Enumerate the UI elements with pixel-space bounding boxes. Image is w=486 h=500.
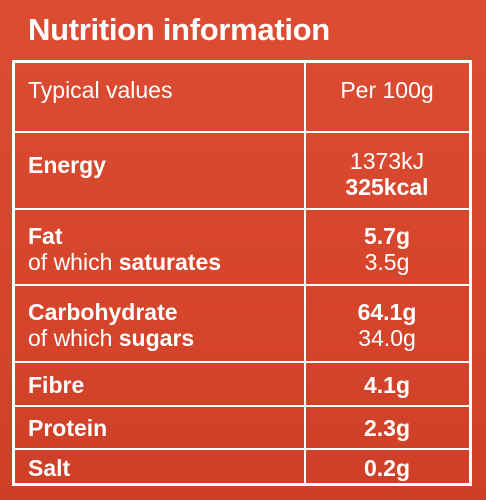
header-column: Per 100g <box>340 77 434 103</box>
header-row: Typical values Per 100g <box>15 63 469 133</box>
sub-name: saturates <box>118 249 222 275</box>
row-name: Salt <box>28 455 71 481</box>
row-name: Fat <box>28 223 63 249</box>
table-row-energy: Energy 1373kJ 325kcal <box>15 133 469 210</box>
row-value: 4.1g <box>363 372 411 398</box>
row-value-secondary: 325kcal <box>345 174 429 200</box>
row-name: Fibre <box>28 372 85 398</box>
sub-prefix: of which <box>28 325 113 351</box>
row-name: Energy <box>28 152 106 178</box>
row-subname: of which saturates <box>28 248 221 276</box>
row-subname: of which sugars <box>28 324 194 352</box>
table-row-salt: Salt 0.2g <box>15 450 469 483</box>
row-name: Carbohydrate <box>28 299 178 325</box>
sub-prefix: of which <box>28 249 113 275</box>
row-value: 5.7g <box>363 223 411 249</box>
row-subvalue: 3.5g <box>364 249 410 275</box>
row-value: 2.3g <box>363 415 411 441</box>
table-row-fat: Fat of which saturates 5.7g 3.5g <box>15 210 469 286</box>
row-value: 0.2g <box>363 455 411 481</box>
header-label: Typical values <box>28 77 173 103</box>
nutrition-title: Nutrition information <box>28 12 330 47</box>
table-row-protein: Protein 2.3g <box>15 407 469 450</box>
row-value: 1373kJ <box>349 148 425 174</box>
table-row-fibre: Fibre 4.1g <box>15 363 469 407</box>
row-subvalue: 34.0g <box>358 325 416 351</box>
row-name: Protein <box>28 415 108 441</box>
table-row-carbohydrate: Carbohydrate of which sugars 64.1g 34.0g <box>15 286 469 363</box>
nutrition-table: Typical values Per 100g Energy 1373kJ 32… <box>12 60 472 486</box>
column-divider <box>304 63 306 483</box>
row-value: 64.1g <box>357 299 417 325</box>
sub-name: sugars <box>118 325 195 351</box>
